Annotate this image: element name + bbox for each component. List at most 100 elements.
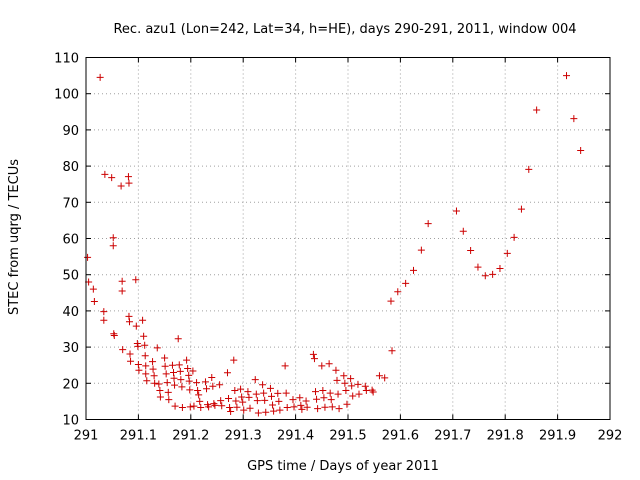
data-points <box>84 72 585 417</box>
data-point <box>252 390 260 398</box>
data-point <box>125 312 133 320</box>
data-point <box>184 364 192 372</box>
data-point <box>269 401 277 409</box>
data-point <box>163 379 171 387</box>
data-point <box>155 380 163 388</box>
data-point <box>84 253 92 261</box>
data-point <box>197 404 205 412</box>
data-point <box>118 277 126 285</box>
data-point <box>225 395 233 403</box>
data-point <box>259 381 267 389</box>
data-point <box>327 396 335 404</box>
data-point <box>134 342 142 350</box>
data-point <box>266 384 274 392</box>
data-point <box>109 234 117 242</box>
data-point <box>135 366 143 374</box>
data-point <box>296 394 304 402</box>
x-tick-label: 291.3 <box>225 429 262 444</box>
y-tick-label: 70 <box>62 196 79 211</box>
data-point <box>342 387 350 395</box>
data-point <box>321 403 329 411</box>
x-tick-label: 291.5 <box>329 429 366 444</box>
data-point <box>343 400 351 408</box>
data-point <box>132 322 140 330</box>
data-point <box>334 390 342 398</box>
y-tick-label: 20 <box>62 377 79 392</box>
data-point <box>161 362 169 370</box>
data-point <box>510 233 518 241</box>
x-tick-label: 291.2 <box>172 429 209 444</box>
data-point <box>424 220 432 228</box>
data-point <box>134 360 142 368</box>
data-point <box>290 403 298 411</box>
data-point <box>109 242 117 250</box>
data-point <box>328 403 336 411</box>
data-point <box>375 372 383 380</box>
data-point <box>153 344 161 352</box>
data-point <box>570 115 578 123</box>
data-point <box>190 402 198 410</box>
x-axis-ticks: 291 291.1 291.2 291.3 291.4 291.5 291.6 291.7 29… <box>74 57 622 444</box>
data-point <box>347 375 355 383</box>
data-point <box>118 287 126 295</box>
data-point <box>127 357 135 365</box>
data-point <box>525 165 533 173</box>
data-point <box>310 355 318 363</box>
y-tick-label: 110 <box>54 52 79 67</box>
data-point <box>388 347 396 355</box>
data-point <box>410 266 417 274</box>
data-point <box>174 335 182 343</box>
data-point <box>96 73 104 81</box>
y-tick-label: 50 <box>62 269 79 284</box>
data-point <box>126 350 134 358</box>
data-point <box>452 207 460 215</box>
data-point <box>282 389 290 397</box>
data-point <box>354 380 362 388</box>
data-point <box>171 381 179 389</box>
data-point <box>260 389 268 397</box>
data-point <box>297 401 305 409</box>
data-point <box>253 397 261 405</box>
data-point <box>89 285 97 293</box>
data-point <box>195 391 203 399</box>
data-point <box>226 404 234 412</box>
data-point <box>151 379 159 387</box>
y-axis-ticks: 10 20 30 40 50 60 70 80 90 100 110 <box>54 52 610 429</box>
data-point <box>267 392 275 400</box>
data-point <box>139 316 147 324</box>
data-point <box>361 382 369 390</box>
data-point <box>238 393 246 401</box>
data-point <box>194 387 202 395</box>
data-point <box>244 388 252 396</box>
data-point <box>333 376 341 384</box>
data-point <box>326 389 334 397</box>
x-tick-label: 291.8 <box>487 429 524 444</box>
data-point <box>211 401 219 409</box>
data-point <box>132 276 140 284</box>
data-point <box>281 362 289 370</box>
x-tick-label: 291.1 <box>120 429 157 444</box>
data-point <box>175 361 183 369</box>
data-point <box>481 272 489 280</box>
data-point <box>209 382 217 390</box>
data-point <box>459 227 467 235</box>
data-point <box>231 387 239 395</box>
data-point <box>489 270 497 278</box>
data-point <box>149 365 157 373</box>
data-point <box>349 392 357 400</box>
data-point <box>355 390 363 398</box>
y-tick-label: 100 <box>54 88 79 103</box>
data-point <box>309 350 317 358</box>
x-tick-label: 291 <box>74 429 99 444</box>
data-point <box>368 386 376 394</box>
data-point <box>232 397 240 405</box>
data-point <box>302 397 310 405</box>
y-tick-label: 40 <box>62 305 79 320</box>
grid-lines <box>86 57 610 420</box>
data-point <box>335 405 343 413</box>
data-point <box>108 174 116 182</box>
data-point <box>298 405 306 413</box>
data-point <box>142 362 150 370</box>
